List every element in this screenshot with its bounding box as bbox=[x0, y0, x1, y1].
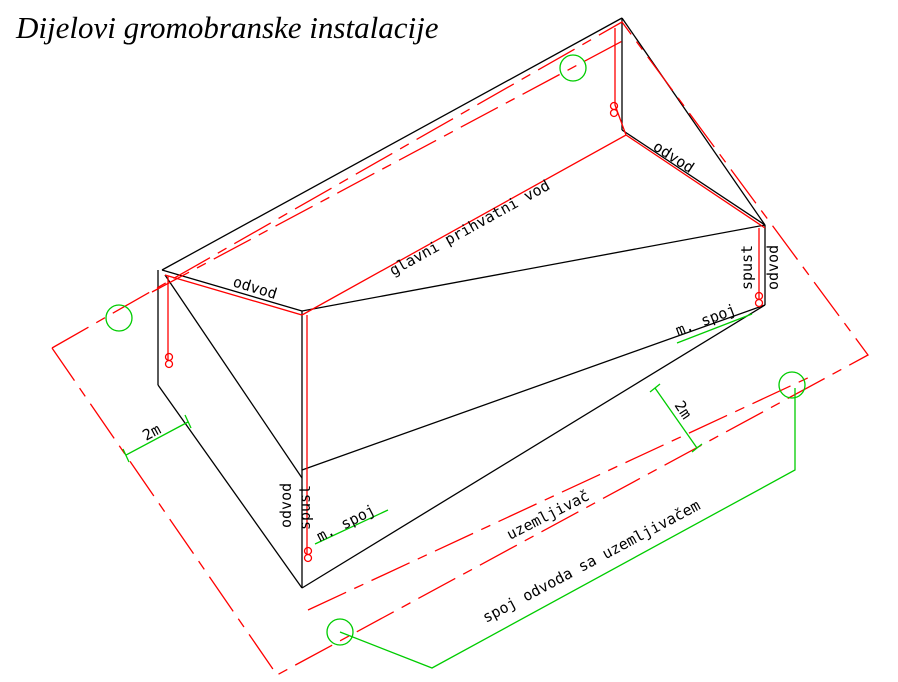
front-eave bbox=[301, 224, 766, 312]
earth-connection-wire bbox=[339, 388, 796, 669]
dimension-tick-right bbox=[649, 383, 661, 393]
earthing-ring bbox=[51, 21, 869, 676]
dimension-tick-right bbox=[691, 443, 703, 453]
earth-electrode-front-left bbox=[326, 618, 354, 646]
label-m-spoj-back: m. spoj bbox=[673, 300, 738, 339]
back-right-downconductor bbox=[614, 28, 627, 136]
label-dimension-right: 2m bbox=[671, 397, 696, 422]
measuring-joint-leader-front bbox=[314, 509, 389, 545]
label-odvod-right: odvod bbox=[650, 137, 698, 177]
roof-fold-line bbox=[301, 304, 766, 471]
label-dimension-left: 2m bbox=[139, 420, 163, 444]
measuring-joint-back-right bbox=[609, 108, 619, 118]
label-spust-front: spust bbox=[296, 485, 314, 530]
dimension-line-right bbox=[654, 387, 698, 449]
label-spust-back: spust bbox=[738, 245, 756, 290]
measuring-joint-back-left bbox=[164, 359, 174, 369]
earthing-ring-path bbox=[51, 21, 869, 676]
building-base bbox=[301, 304, 766, 589]
gable-base-left bbox=[157, 384, 303, 589]
label-odvod-front: odvod bbox=[277, 483, 295, 528]
connections bbox=[105, 54, 806, 669]
dimension-tick-left bbox=[184, 414, 192, 429]
measuring-joint-back-left bbox=[164, 352, 174, 362]
label-uzemljivac: uzemljivač bbox=[504, 487, 593, 544]
label-odvod-back: odvod bbox=[764, 245, 782, 290]
earth-electrode-back-left bbox=[105, 304, 133, 332]
left-gable-slope bbox=[161, 269, 303, 312]
measuring-joint-front-left bbox=[303, 553, 313, 563]
front-axis-line bbox=[307, 375, 813, 611]
label-odvod-left: odvod bbox=[231, 273, 279, 303]
dimension-line-left bbox=[125, 421, 189, 456]
main-ridge-conductor bbox=[164, 134, 766, 316]
measuring-joint-front-left bbox=[303, 546, 313, 556]
ridge-axis-line bbox=[151, 37, 629, 293]
right-gable-slope bbox=[621, 17, 766, 226]
label-spoj-odvoda: spoj odvoda sa uzemljivačem bbox=[479, 496, 703, 626]
lightning-conductors bbox=[164, 28, 766, 563]
measuring-joint-markers bbox=[164, 101, 764, 563]
earth-electrode-front-right bbox=[778, 371, 806, 399]
diagram-title: Dijelovi gromobranske instalacije bbox=[16, 10, 439, 45]
left-gable-diagonal bbox=[164, 274, 303, 479]
label-main-conductor: glavni prihvatni vod bbox=[386, 176, 553, 279]
label-m-spoj-front: m. spoj bbox=[314, 501, 379, 546]
measuring-joint-leader-back bbox=[676, 313, 753, 344]
roof-ridge bbox=[161, 17, 623, 271]
gable-base-right bbox=[621, 129, 766, 226]
dimension-tick-left bbox=[122, 448, 130, 463]
earth-electrode-back-right bbox=[559, 54, 587, 82]
building-outline bbox=[157, 17, 766, 589]
measuring-joint-back-right bbox=[609, 101, 619, 111]
measuring-joint-front-right bbox=[754, 298, 764, 308]
labels: glavni prihvatni vod odvod odvod odvod s… bbox=[139, 137, 782, 626]
